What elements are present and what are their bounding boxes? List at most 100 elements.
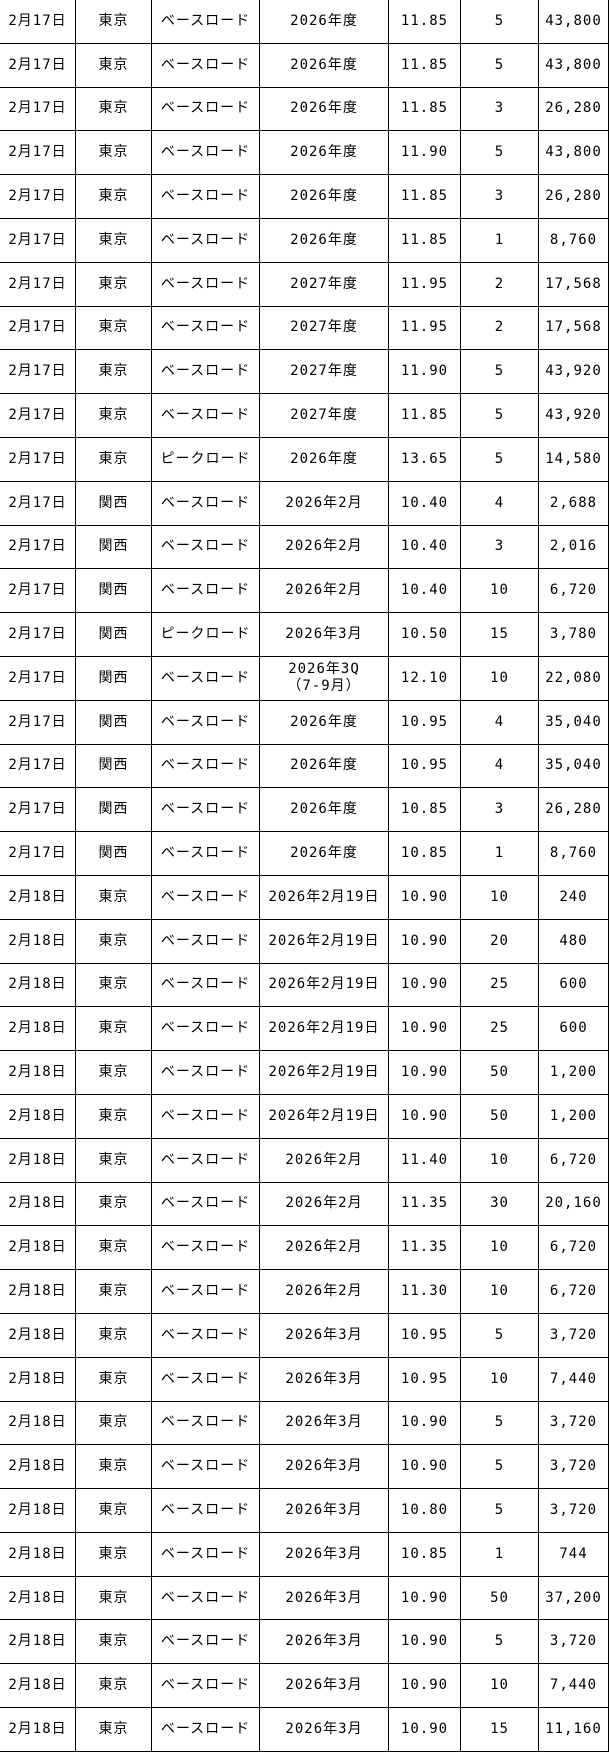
table-cell: 2026年3月 — [260, 613, 389, 657]
table-cell: ベースロード — [152, 87, 260, 132]
table-cell: 10 — [461, 875, 539, 920]
table-cell: ベースロード — [152, 1138, 260, 1183]
table-cell: ベースロード — [152, 525, 260, 570]
table-cell: 744 — [539, 1532, 609, 1577]
table-cell: 2026年度 — [260, 744, 389, 789]
table-cell: 26,280 — [539, 87, 609, 132]
table-cell: 3 — [461, 175, 539, 219]
table-cell: 東京 — [76, 262, 152, 307]
table-cell: ベースロード — [152, 218, 260, 263]
table-cell: 東京 — [76, 1182, 152, 1227]
table-cell: 2026年3月 — [260, 1708, 389, 1752]
table-cell: 東京 — [76, 963, 152, 1008]
table-cell: 2月17日 — [0, 0, 76, 44]
table-cell: ベースロード — [152, 394, 260, 438]
table-cell: ベースロード — [152, 1664, 260, 1709]
table-cell: 2026年2月 — [260, 1226, 389, 1271]
table-cell: 11,160 — [539, 1708, 609, 1752]
table-cell: 10.90 — [389, 1094, 461, 1139]
table-cell: 11.90 — [389, 350, 461, 395]
table-cell: 1 — [461, 1532, 539, 1577]
table-cell: 26,280 — [539, 175, 609, 219]
table-cell: 11.35 — [389, 1226, 461, 1271]
table-cell: 10.80 — [389, 1489, 461, 1533]
table-cell: 2月18日 — [0, 1401, 76, 1446]
table-cell: 2月17日 — [0, 350, 76, 395]
table-cell: 2月17日 — [0, 744, 76, 789]
table-cell: 2027年度 — [260, 262, 389, 307]
table-cell: ベースロード — [152, 306, 260, 351]
table-cell: 2026年3月 — [260, 1576, 389, 1621]
table-cell: 2026年度 — [260, 43, 389, 88]
table-cell: 10 — [461, 1664, 539, 1709]
table-cell: 東京 — [76, 1532, 152, 1577]
table-cell: 10.90 — [389, 963, 461, 1008]
table-cell: 関西 — [76, 700, 152, 745]
table-cell: 30 — [461, 1182, 539, 1227]
table-cell: 2月17日 — [0, 656, 76, 701]
table-cell: 2026年2月19日 — [260, 1051, 389, 1095]
table-cell: ベースロード — [152, 1620, 260, 1665]
table-cell: 11.40 — [389, 1138, 461, 1183]
table-cell: 20 — [461, 919, 539, 964]
table-cell: 関西 — [76, 525, 152, 570]
table-cell: 10.95 — [389, 1357, 461, 1402]
table-cell: 13.65 — [389, 437, 461, 482]
table-cell: 3,720 — [539, 1445, 609, 1490]
table-cell: 5 — [461, 131, 539, 176]
table-cell: 2 — [461, 306, 539, 351]
table-cell: 4 — [461, 744, 539, 789]
table-cell: 10.90 — [389, 1620, 461, 1665]
table-cell: 10.95 — [389, 700, 461, 745]
table-cell: 20,160 — [539, 1182, 609, 1227]
table-cell: 10 — [461, 656, 539, 701]
table-cell: 東京 — [76, 1489, 152, 1533]
table-cell: ベースロード — [152, 788, 260, 833]
table-cell: 11.95 — [389, 306, 461, 351]
table-cell: 11.95 — [389, 262, 461, 307]
table-cell: 43,920 — [539, 394, 609, 438]
table-cell: ベースロード — [152, 656, 260, 701]
table-cell: 東京 — [76, 1226, 152, 1271]
table-cell: 2026年2月 — [260, 481, 389, 526]
table-cell: 2月17日 — [0, 481, 76, 526]
table-cell: ベースロード — [152, 963, 260, 1008]
table-cell: 10 — [461, 1270, 539, 1314]
table-cell: ベースロード — [152, 1226, 260, 1271]
table-cell: 10.85 — [389, 1532, 461, 1577]
table-cell: ピークロード — [152, 613, 260, 657]
table-cell: 東京 — [76, 875, 152, 920]
table-cell: 10.90 — [389, 875, 461, 920]
table-cell: 43,920 — [539, 350, 609, 395]
table-cell: 3,720 — [539, 1620, 609, 1665]
table-cell: ベースロード — [152, 1270, 260, 1314]
table-cell: ベースロード — [152, 569, 260, 614]
table-cell: 東京 — [76, 1620, 152, 1665]
table-cell: 2026年3月 — [260, 1532, 389, 1577]
table-cell: 東京 — [76, 0, 152, 44]
table-cell: 東京 — [76, 1576, 152, 1621]
table-cell: 関西 — [76, 788, 152, 833]
table-cell: 15 — [461, 613, 539, 657]
table-cell: 2月18日 — [0, 1576, 76, 1621]
table-cell: ベースロード — [152, 0, 260, 44]
table-cell: 5 — [461, 394, 539, 438]
table-cell: 10.90 — [389, 1007, 461, 1052]
table-cell: 4 — [461, 700, 539, 745]
table-cell: 50 — [461, 1094, 539, 1139]
table-cell: 2027年度 — [260, 306, 389, 351]
table-cell: 17,568 — [539, 262, 609, 307]
table-cell: 11.30 — [389, 1270, 461, 1314]
table-cell: 2月18日 — [0, 1620, 76, 1665]
table-cell: ベースロード — [152, 43, 260, 88]
table-cell: ベースロード — [152, 481, 260, 526]
table-cell: 東京 — [76, 1357, 152, 1402]
table-cell: ベースロード — [152, 1313, 260, 1358]
table-cell: ベースロード — [152, 1445, 260, 1490]
table-cell: 3,720 — [539, 1313, 609, 1358]
table-cell: 2月17日 — [0, 525, 76, 570]
table-cell: ベースロード — [152, 919, 260, 964]
table-cell: 2026年2月19日 — [260, 1094, 389, 1139]
table-cell: 東京 — [76, 1270, 152, 1314]
